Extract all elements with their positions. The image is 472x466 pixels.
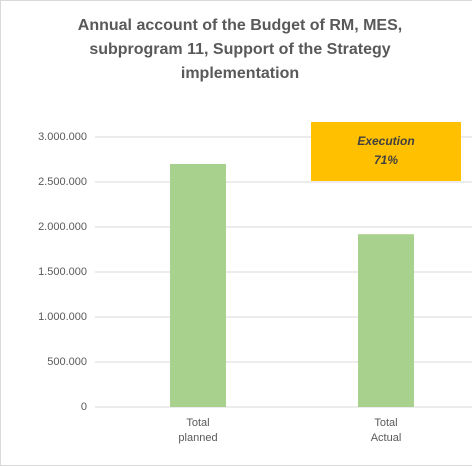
- y-tick-label: 1.000.000: [38, 311, 87, 323]
- annotation-line: 71%: [373, 153, 399, 167]
- y-tick-label: 500.000: [47, 356, 87, 368]
- y-tick-label: 2.500.000: [38, 176, 87, 188]
- x-tick-label: Total planned: [178, 417, 218, 444]
- x-tick-label: Total Actual: [370, 417, 402, 444]
- annotation: Execution 71%: [311, 122, 461, 181]
- y-tick-label: 1.500.000: [38, 266, 87, 278]
- chart-title: Annual account of the Budget of RM, MES,…: [77, 17, 403, 82]
- y-tick-label: 2.000.000: [38, 221, 87, 233]
- bar: [358, 234, 414, 407]
- y-tick-label: 3.000.000: [38, 131, 87, 143]
- y-tick-label: 0: [81, 401, 87, 413]
- annotation-line: Execution: [357, 134, 415, 148]
- bar: [170, 164, 226, 407]
